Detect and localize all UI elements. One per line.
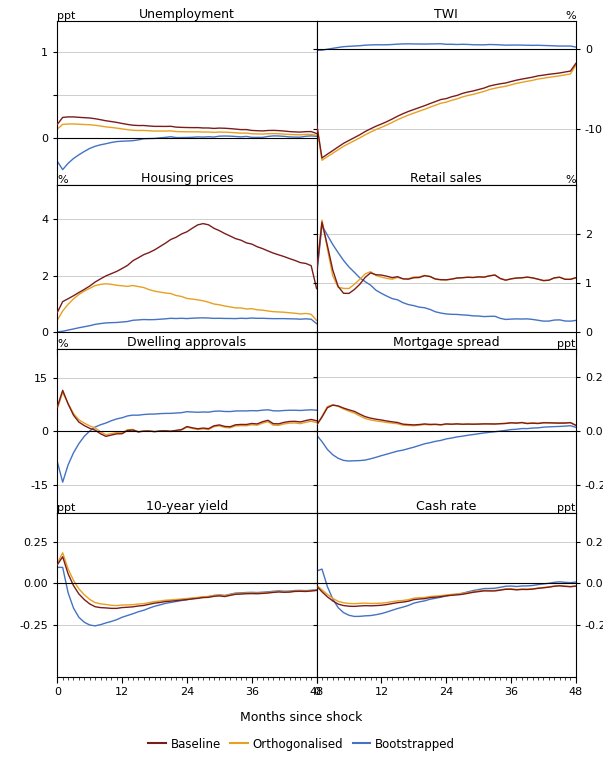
- Text: ppt: ppt: [558, 503, 576, 513]
- Text: %: %: [57, 175, 68, 185]
- Text: %: %: [565, 175, 576, 185]
- Text: ppt: ppt: [57, 503, 75, 513]
- Title: Housing prices: Housing prices: [140, 172, 233, 185]
- Title: Mortgage spread: Mortgage spread: [393, 337, 499, 349]
- Text: %: %: [565, 11, 576, 21]
- Text: %: %: [57, 339, 68, 349]
- Text: Months since shock: Months since shock: [241, 711, 362, 724]
- Title: Retail sales: Retail sales: [411, 172, 482, 185]
- Title: Unemployment: Unemployment: [139, 8, 235, 21]
- Legend: Baseline, Orthogonalised, Bootstrapped: Baseline, Orthogonalised, Bootstrapped: [144, 733, 459, 755]
- Title: 10-year yield: 10-year yield: [146, 500, 228, 513]
- Title: Cash rate: Cash rate: [416, 500, 476, 513]
- Text: ppt: ppt: [558, 339, 576, 349]
- Title: Dwelling approvals: Dwelling approvals: [127, 337, 247, 349]
- Text: ppt: ppt: [57, 11, 75, 21]
- Title: TWI: TWI: [434, 8, 458, 21]
